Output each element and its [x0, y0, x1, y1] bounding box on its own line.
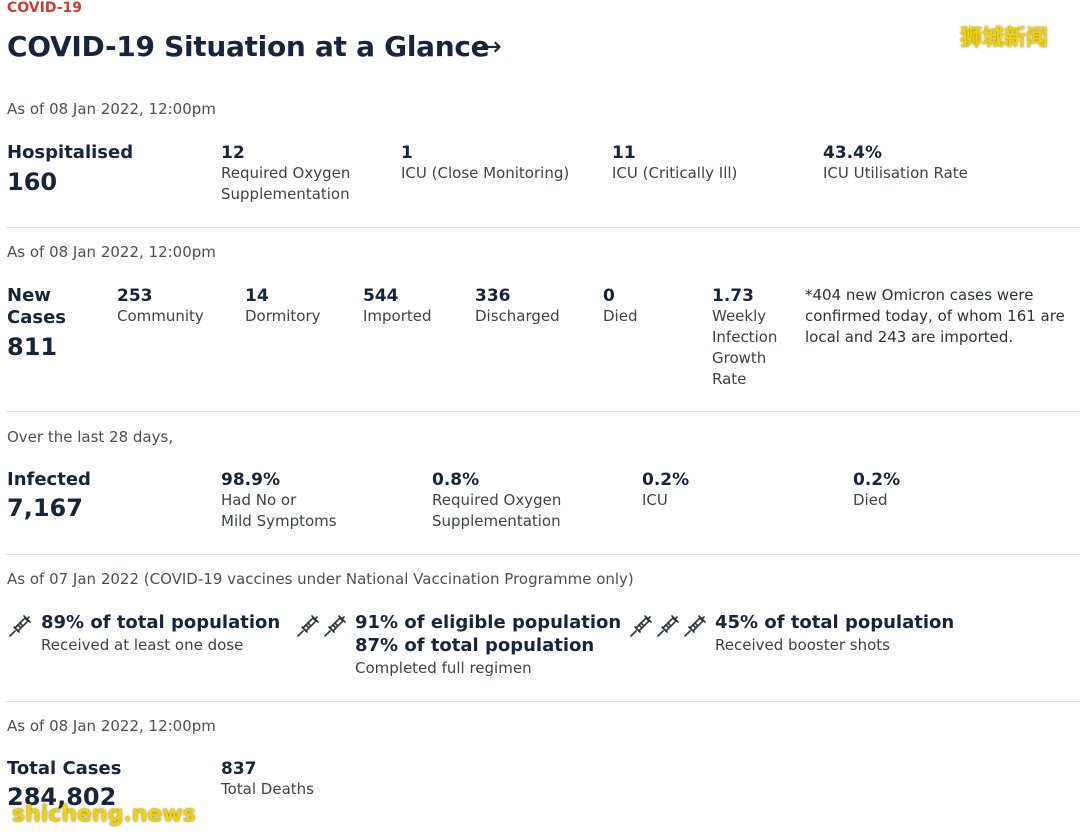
stat-label: ICU Utilisation Rate: [823, 164, 968, 182]
stat-label: Supplementation: [432, 512, 561, 530]
vaccination-asof: As of 07 Jan 2022 (COVID-19 vaccines und…: [7, 570, 634, 588]
hospitalised-label: Hospitalised: [7, 142, 134, 163]
vaccine-booster-sub: Received booster shots: [715, 636, 890, 654]
arrow-right-icon[interactable]: →: [480, 32, 502, 62]
totals-asof: As of 08 Jan 2022, 12:00pm: [7, 717, 216, 735]
cases-asof: As of 08 Jan 2022, 12:00pm: [7, 243, 216, 261]
stat-growth-rate: 1.73 Weekly Infection Growth Rate: [712, 286, 777, 390]
stat-imported: 544 Imported: [363, 286, 432, 327]
stat-label: ICU (Close Monitoring): [401, 164, 570, 182]
infected-label: Infected: [7, 469, 91, 490]
hospitalised-value: 160: [7, 168, 58, 196]
stat-value: 544: [363, 286, 399, 306]
stat-label: ICU: [642, 491, 668, 509]
stat-icu-close: 1 ICU (Close Monitoring): [401, 143, 569, 184]
hospital-asof: As of 08 Jan 2022, 12:00pm: [7, 100, 216, 118]
stat-label: Died: [603, 307, 638, 325]
stat-oxygen: 12 Required Oxygen Supplementation: [221, 143, 350, 205]
stat-discharged: 336 Discharged: [475, 286, 560, 327]
stat-died: 0 Died: [603, 286, 637, 327]
stat-value: 14: [245, 286, 269, 306]
stat-value: 12: [221, 143, 245, 163]
new-cases-label-line: New: [7, 285, 51, 306]
stat-value: 0.2%: [853, 470, 901, 490]
stat-label: ICU (Critically Ill): [612, 164, 738, 182]
stat-value: 0: [603, 286, 615, 306]
stat-label: Discharged: [475, 307, 560, 325]
vaccine-full-headline: 91% of eligible population: [355, 612, 622, 633]
stat-label: Died: [853, 491, 888, 509]
vaccine-booster-headline: 45% of total population: [715, 612, 955, 633]
stat-dormitory: 14 Dormitory: [245, 286, 321, 327]
syringe-icon: [295, 613, 321, 643]
watermark-logo: 狮城新闻: [960, 26, 1049, 51]
infected-value: 7,167: [7, 494, 83, 522]
stat-oxygen-pct: 0.8% Required Oxygen Supplementation: [432, 470, 561, 532]
syringe-icon: [655, 613, 681, 643]
stat-label: Infection: [712, 328, 778, 346]
vaccine-dose-headline: 89% of total population: [41, 612, 281, 633]
stat-value: 0.8%: [432, 470, 480, 490]
vaccine-full-sub: Completed full regimen: [355, 659, 532, 677]
stat-label: Total Deaths: [221, 780, 314, 798]
new-cases-label-line: Cases: [7, 307, 66, 328]
syringe-icon: [7, 613, 33, 643]
syringe-icon: [682, 613, 708, 643]
divider: [6, 227, 1080, 228]
total-cases-label: Total Cases: [7, 758, 122, 779]
stat-value: 837: [221, 759, 257, 779]
stat-value: 1: [401, 143, 413, 163]
vaccine-dose-block: 89% of total population Received at leas…: [41, 612, 280, 656]
stat-label: Growth: [712, 349, 767, 367]
stat-value: 0.2%: [642, 470, 690, 490]
divider: [6, 554, 1080, 555]
stat-mild: 98.9% Had No or Mild Symptoms: [221, 470, 337, 532]
stat-label: Required Oxygen: [432, 491, 562, 509]
vaccine-booster-block: 45% of total population Received booster…: [715, 612, 954, 656]
stat-value: 11: [612, 143, 636, 163]
syringe-icon: [322, 613, 348, 643]
section-eyebrow[interactable]: COVID-19: [7, 0, 83, 16]
stat-value: 1.73: [712, 286, 754, 306]
divider: [6, 701, 1080, 702]
watermark-site: shicheng.news: [12, 802, 196, 827]
stat-total-deaths: 837 Total Deaths: [221, 759, 314, 800]
stat-value: 253: [117, 286, 153, 306]
stat-icu-pct: 0.2% ICU: [642, 470, 689, 511]
total-cases-value: 284,802: [7, 783, 117, 811]
stat-label: Rate: [712, 370, 747, 388]
page-title[interactable]: COVID-19 Situation at a Glance: [7, 30, 490, 63]
syringe-icon: [628, 613, 654, 643]
stat-value: 336: [475, 286, 511, 306]
vaccine-dose-sub: Received at least one dose: [41, 636, 244, 654]
vaccine-full-headline2: 87% of total population: [355, 635, 595, 656]
stat-died-pct: 0.2% Died: [853, 470, 900, 511]
stat-label: Supplementation: [221, 185, 350, 203]
stat-icu-utilisation: 43.4% ICU Utilisation Rate: [823, 143, 968, 184]
stat-label: Mild Symptoms: [221, 512, 337, 530]
stat-label: Community: [117, 307, 204, 325]
stat-label: Required Oxygen: [221, 164, 351, 182]
stat-icu-critical: 11 ICU (Critically Ill): [612, 143, 737, 184]
infected-asof: Over the last 28 days,: [7, 428, 174, 446]
new-cases-value: 811: [7, 333, 58, 361]
new-cases-label: New Cases: [7, 285, 66, 329]
divider: [6, 411, 1080, 412]
stat-community: 253 Community: [117, 286, 204, 327]
stat-value: 43.4%: [823, 143, 882, 163]
stat-label: Dormitory: [245, 307, 321, 325]
stat-label: Imported: [363, 307, 432, 325]
stat-label: Weekly: [712, 307, 767, 325]
vaccine-full-block: 91% of eligible population 87% of total …: [355, 612, 621, 679]
stat-value: 98.9%: [221, 470, 280, 490]
omicron-note: *404 new Omicron cases were confirmed to…: [805, 286, 1065, 346]
stat-label: Had No or: [221, 491, 297, 509]
